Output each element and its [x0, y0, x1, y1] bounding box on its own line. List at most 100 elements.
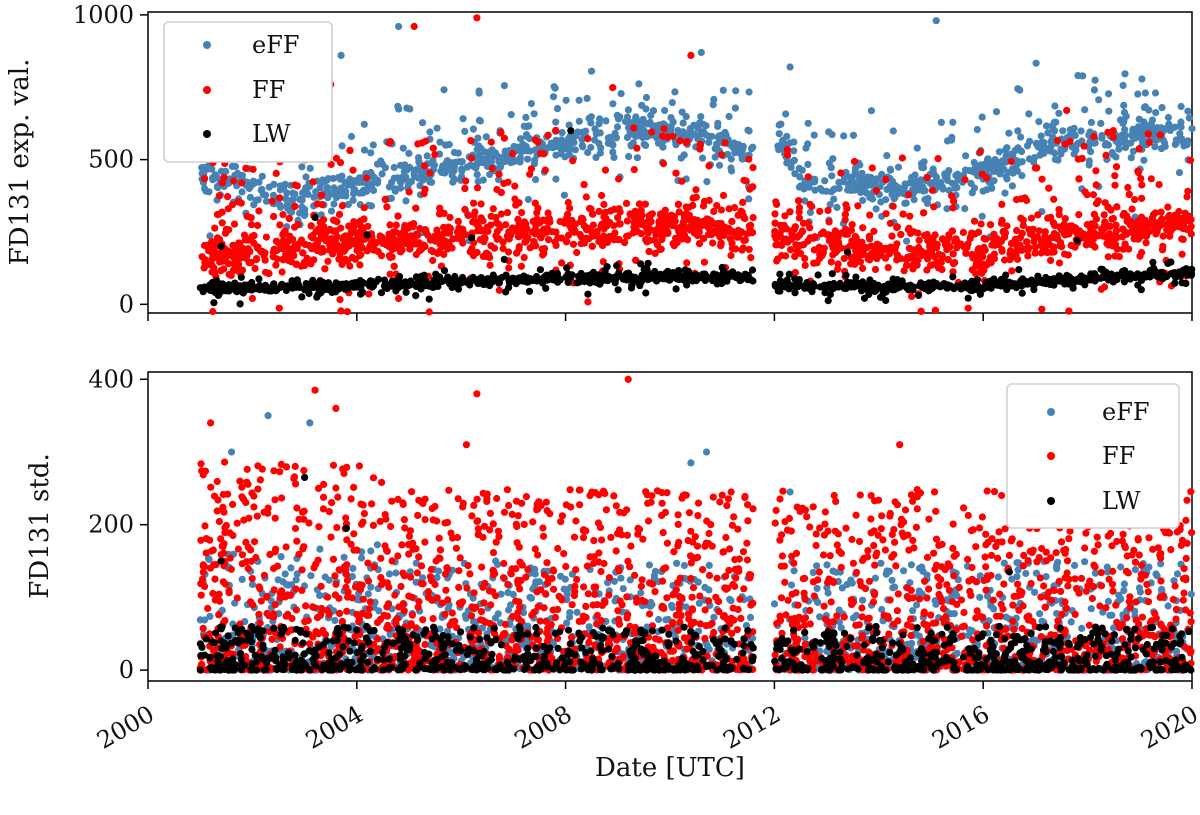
- scatter-point-eff: [367, 547, 375, 555]
- scatter-point-eff: [302, 173, 310, 181]
- scatter-point-ff: [1144, 130, 1152, 138]
- scatter-point-lw: [237, 287, 245, 295]
- scatter-point-ff: [578, 214, 586, 222]
- scatter-point-ff: [390, 262, 398, 270]
- scatter-point-lw: [309, 278, 317, 286]
- scatter-point-lw: [943, 284, 952, 292]
- scatter-point-eff: [440, 86, 448, 94]
- scatter-point-ff: [220, 265, 228, 273]
- scatter-point-ff: [914, 256, 922, 264]
- scatter-point-eff: [826, 201, 834, 209]
- scatter-point-ff: [998, 216, 1006, 225]
- scatter-point-eff: [654, 139, 663, 147]
- y-tick-label: 1000: [73, 1, 134, 29]
- scatter-point-eff: [996, 170, 1004, 178]
- scatter-point-lw: [434, 282, 442, 291]
- scatter-point-lw: [644, 271, 652, 279]
- scatter-point-ff: [1187, 230, 1195, 238]
- scatter-point-lw: [564, 278, 572, 287]
- scatter-point-lw: [1075, 274, 1083, 282]
- scatter-point-ff: [1039, 248, 1047, 256]
- scatter-point-lw: [372, 278, 380, 286]
- scatter-point-eff: [697, 113, 705, 121]
- scatter-point-lw: [924, 282, 933, 290]
- scatter-point-ff: [412, 204, 420, 212]
- scatter-point-eff: [680, 151, 688, 159]
- scatter-point-ff: [1075, 211, 1083, 219]
- scatter-point-ff: [959, 228, 968, 236]
- scatter-point-ff: [638, 211, 646, 219]
- scatter-point-eff: [584, 148, 592, 157]
- scatter-point-ff: [573, 248, 581, 257]
- scatter-point-eff: [786, 63, 794, 71]
- scatter-point-eff: [367, 149, 375, 157]
- scatter-point-lw: [964, 294, 972, 302]
- scatter-point-ff: [630, 166, 638, 174]
- scatter-point-ff: [524, 234, 532, 242]
- scatter-point-ff: [962, 249, 970, 257]
- scatter-point-eff: [1145, 106, 1153, 114]
- scatter-point-ff: [834, 260, 842, 268]
- scatter-point-eff: [1047, 137, 1055, 145]
- scatter-point-lw: [475, 279, 483, 287]
- scatter-point-ff: [1028, 230, 1036, 238]
- scatter-point-ff: [968, 266, 976, 274]
- scatter-point-ff: [990, 255, 999, 263]
- scatter-point-lw: [342, 280, 350, 288]
- scatter-point-ff: [740, 214, 748, 222]
- scatter-point-eff: [702, 122, 710, 130]
- scatter-point-ff: [533, 209, 541, 217]
- scatter-point-ff: [493, 227, 501, 236]
- scatter-point-eff: [1151, 143, 1159, 151]
- scatter-point-ff: [383, 238, 392, 246]
- scatter-point-ff: [929, 261, 937, 269]
- scatter-point-ff: [254, 221, 262, 230]
- scatter-point-ff: [1078, 154, 1086, 163]
- scatter-point-lw: [720, 277, 728, 285]
- scatter-point-eff: [1085, 161, 1093, 169]
- scatter-point-ff: [1083, 191, 1091, 199]
- scatter-point-ff: [1108, 236, 1117, 244]
- scatter-point-eff: [474, 134, 482, 142]
- scatter-point-eff: [967, 179, 975, 187]
- scatter-point-eff: [1040, 149, 1048, 157]
- scatter-point-ff: [745, 245, 753, 253]
- scatter-point-lw: [551, 272, 559, 280]
- scatter-point-eff: [474, 177, 482, 185]
- scatter-point-ff: [400, 226, 409, 234]
- scatter-point-eff: [316, 545, 324, 553]
- scatter-point-eff: [1090, 86, 1098, 94]
- scatter-point-lw: [1057, 277, 1065, 285]
- scatter-point-eff: [705, 138, 713, 146]
- scatter-point-ff: [1060, 230, 1068, 238]
- scatter-point-ff: [484, 227, 492, 235]
- scatter-point-ff: [938, 265, 946, 274]
- scatter-point-eff: [709, 101, 717, 109]
- scatter-point-eff: [405, 149, 413, 157]
- scatter-point-eff: [1097, 119, 1105, 127]
- scatter-point-eff: [1017, 133, 1025, 141]
- scatter-point-ff: [841, 210, 849, 218]
- scatter-point-eff: [868, 195, 877, 203]
- scatter-point-ff: [928, 186, 937, 194]
- scatter-point-eff: [458, 167, 466, 175]
- scatter-point-ff: [338, 202, 346, 210]
- scatter-point-eff: [461, 127, 469, 135]
- scatter-point-ff: [801, 254, 809, 263]
- scatter-point-eff: [1188, 125, 1196, 133]
- scatter-point-ff: [349, 166, 357, 174]
- scatter-point-ff: [1166, 232, 1174, 240]
- scatter-point-eff: [835, 178, 843, 186]
- scatter-point-ff: [1017, 195, 1025, 203]
- scatter-point-ff: [410, 22, 418, 31]
- scatter-point-ff: [495, 170, 503, 178]
- scatter-point-lw: [237, 273, 245, 281]
- scatter-point-eff: [1051, 102, 1059, 110]
- scatter-point-ff: [637, 217, 645, 226]
- scatter-point-ff: [852, 254, 860, 262]
- scatter-point-ff: [431, 151, 439, 159]
- scatter-point-ff: [250, 232, 258, 240]
- scatter-point-eff: [493, 152, 501, 160]
- scatter-point-eff: [334, 174, 342, 182]
- scatter-point-eff: [306, 164, 314, 172]
